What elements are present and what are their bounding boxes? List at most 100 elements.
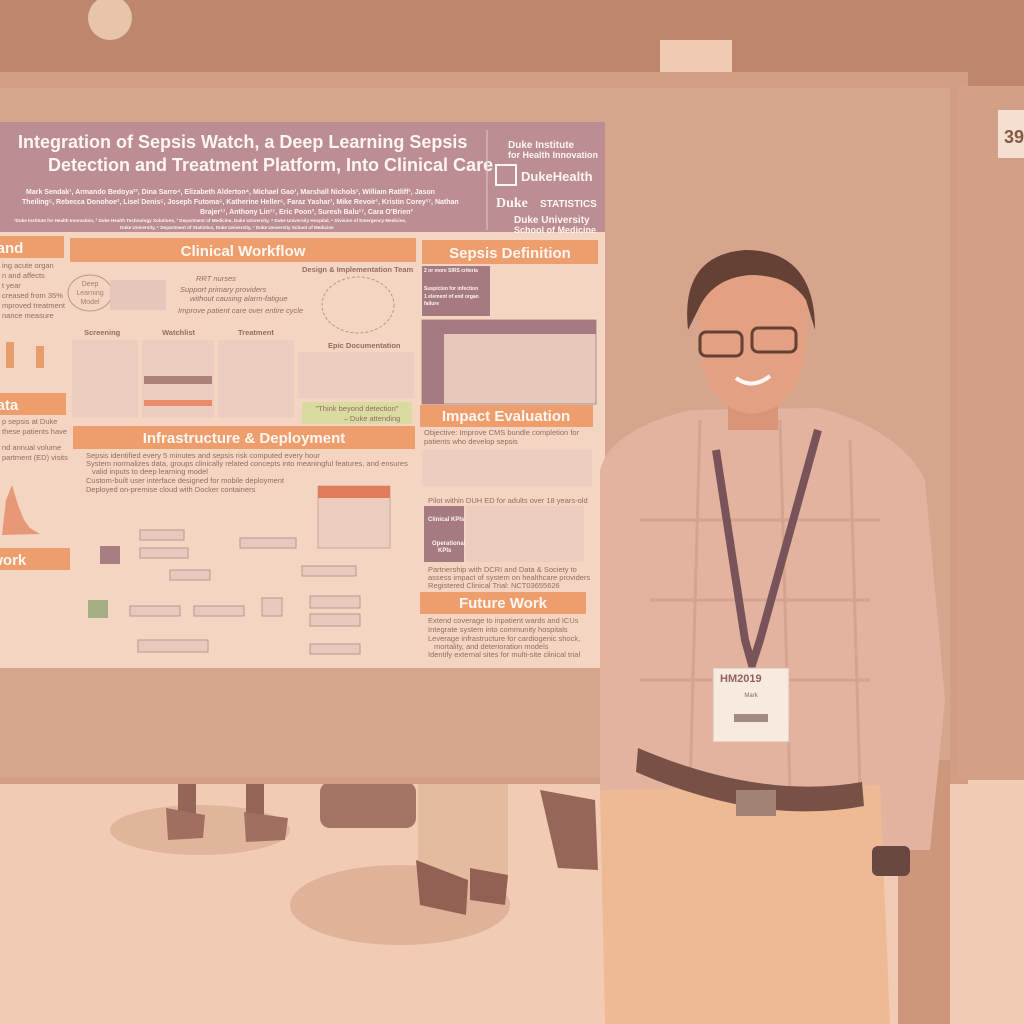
diagram-node (169, 569, 211, 581)
glasses (698, 330, 744, 358)
text-line: mproved treatment (2, 301, 66, 310)
board-sign (998, 110, 1024, 158)
text-line: Partnership with DCRI and Data & Society… (428, 565, 577, 574)
bag (320, 782, 416, 828)
text-line: Registered Clinical Trial: NCT03655626 (428, 581, 560, 590)
glasses (750, 326, 798, 354)
text-line: Design & Implementation Team (302, 265, 413, 274)
text-line: Extend coverage to inpatient wards and I… (428, 616, 579, 625)
badge-event: HM2019 (720, 673, 762, 685)
section-header (420, 592, 586, 614)
text-line: Leverage infrastructure for cardiogenic … (428, 634, 580, 643)
screenshot (218, 340, 294, 418)
text-line: Identify external sites for multi-site c… (428, 650, 580, 659)
section-header (420, 405, 593, 427)
poster-title: Integration of Sepsis Watch, a Deep Lear… (18, 132, 467, 152)
diagram-node (193, 605, 245, 617)
diagram-node (139, 529, 185, 541)
text-line: Epic Documentation (328, 341, 401, 350)
section-header (0, 393, 66, 415)
text-line: failure (424, 301, 439, 307)
diagram-node (309, 613, 361, 627)
text-line: Pilot within DUH ED for adults over 18 y… (428, 496, 588, 505)
table-row-labels (422, 334, 444, 404)
text-line: Custom-built user interface designed for… (86, 476, 285, 485)
quote: "Think beyond detection" (316, 404, 399, 413)
text-line: Model (80, 299, 100, 306)
architecture-diagram (129, 529, 361, 655)
text-line: 2 or more SIRS criteria (424, 268, 478, 274)
logo: Duke Institute (508, 140, 575, 151)
figure-bar (6, 342, 14, 368)
section-header (0, 236, 64, 258)
text-line: 1 element of end organ (424, 294, 479, 300)
quote-box (302, 402, 412, 424)
text-line: Suspicion for infection (424, 286, 478, 292)
kpi-list (466, 506, 584, 562)
kpi-label: Operational (432, 541, 466, 547)
kpi-label: Clinical KPIs (428, 517, 465, 523)
screenshot-bar (318, 486, 390, 498)
section-heading: and (0, 240, 23, 257)
kpi-box (424, 506, 464, 562)
person-leg (540, 790, 598, 870)
text-line: System normalizes data, groups clinicall… (86, 459, 408, 468)
section-header (0, 548, 70, 570)
section-header (73, 426, 415, 449)
shoe (166, 808, 205, 840)
authors: Mark Sendak¹, Armando Bedoya²³, Dina Sar… (26, 189, 435, 196)
text-line: Sepsis identified every 5 minutes and se… (86, 451, 320, 460)
text-line: Deep (82, 281, 99, 288)
logo: Duke (496, 196, 528, 211)
quote: – Duke attending (344, 414, 401, 423)
diagram-node (137, 639, 209, 653)
section-heading: Future Work (459, 595, 548, 612)
text-line: these patients have (2, 427, 67, 436)
section-header (70, 238, 416, 262)
stage-label: Watchlist (162, 328, 196, 337)
text-line: nance measure (2, 311, 54, 320)
badge-name: Mark (744, 693, 758, 699)
row (144, 400, 212, 406)
section-heading: Impact Evaluation (442, 408, 570, 425)
diagram-node (309, 595, 361, 609)
diagram-node (261, 597, 283, 617)
database-icon (88, 600, 108, 618)
authors: Theiling⁵, Rebecca Donohoe², Lisel Denis… (22, 199, 459, 206)
badge-barcode (734, 714, 768, 722)
authors: Brajer¹⁷, Anthony Lin¹⁷, Eric Poon³, Sur… (200, 209, 413, 216)
section-heading: Sepsis Definition (449, 245, 571, 262)
database-icon (100, 546, 120, 564)
board-number: 39 (1004, 127, 1024, 147)
text-line: assess impact of system on healthcare pr… (428, 573, 590, 582)
shoe (416, 860, 468, 915)
screenshot (298, 352, 414, 398)
text-line: Improve patient care over entire cycle (178, 306, 303, 315)
text-line: Support primary providers (180, 285, 267, 294)
name-badge (712, 667, 790, 743)
screenshot (72, 340, 138, 418)
text-line: t year (2, 281, 21, 290)
lanyard (712, 428, 822, 679)
affiliations: ¹Duke Institute for Health Innovation, ²… (14, 218, 406, 223)
row (144, 376, 212, 384)
logo: DukeHealth (521, 169, 593, 184)
shoe (244, 812, 288, 842)
legs (418, 782, 508, 882)
face (700, 250, 808, 414)
poster-title: Detection and Treatment Platform, Into C… (48, 155, 493, 175)
next-board (958, 86, 1024, 780)
diagram-node (239, 537, 297, 549)
text-line: p sepsis at Duke (2, 417, 57, 426)
logo: Duke University (514, 215, 590, 226)
team-cycle (321, 276, 395, 334)
hair (687, 250, 815, 330)
diagram-node (139, 547, 189, 559)
logo: for Health Innovation (508, 150, 598, 160)
text-line: Objective: Improve CMS bundle completion… (424, 428, 580, 437)
stage-label: Treatment (238, 328, 274, 337)
section-heading: Data (0, 397, 19, 414)
belt-buckle (736, 790, 776, 816)
text-line: Learning (76, 290, 103, 297)
